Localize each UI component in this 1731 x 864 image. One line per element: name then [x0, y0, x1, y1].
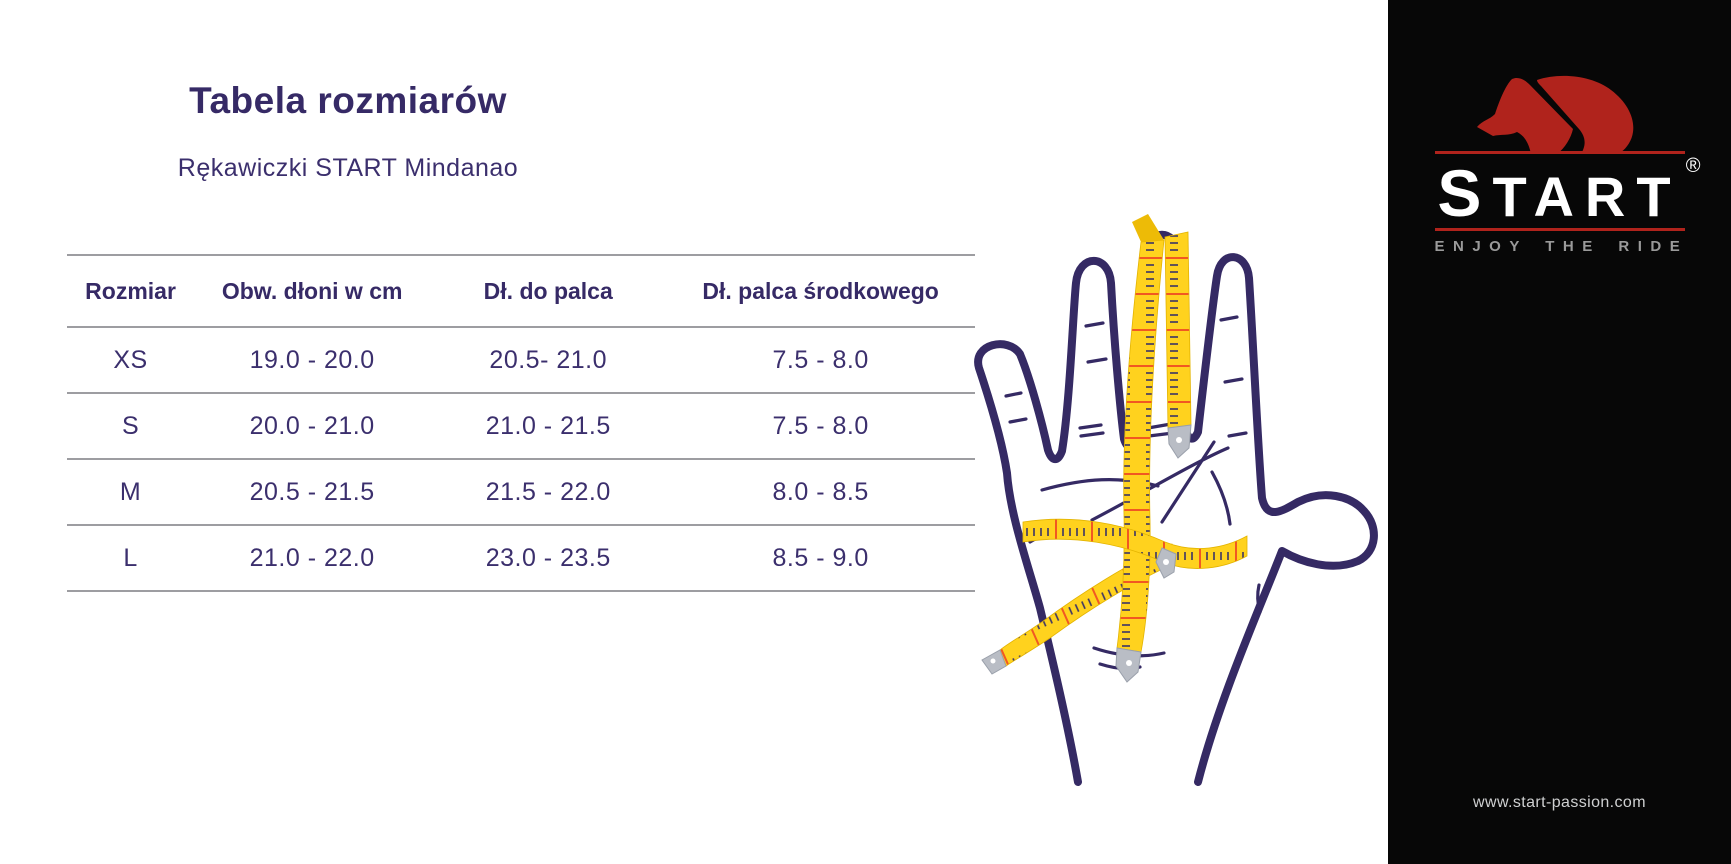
logo-rule-top: [1434, 151, 1685, 154]
cell-dl-do-palca: 20.5- 21.0: [430, 327, 667, 394]
registered-trademark: ®: [1685, 155, 1701, 177]
cell-dl-do-palca: 21.0 - 21.5: [430, 393, 667, 460]
wordmark-rest: TART: [1492, 165, 1682, 228]
measuring-tape-wrap: [1022, 518, 1248, 569]
brand-panel: START ® ENJOY THE RIDE www.start-passion…: [1388, 0, 1731, 864]
cell-obwod: 21.0 - 22.0: [194, 525, 431, 592]
cell-size: L: [67, 525, 195, 592]
horse-logo-icon: [1476, 75, 1643, 154]
start-wordmark: START ®: [1435, 154, 1700, 230]
tape-fold-tip: [1132, 214, 1164, 242]
cell-dl-palca: 7.5 - 8.0: [666, 393, 975, 460]
cell-dl-palca: 7.5 - 8.0: [666, 327, 975, 394]
measuring-tape-short: [1164, 231, 1192, 429]
hand-with-measuring-tape-illustration: [880, 190, 1390, 800]
page-title: Tabela rozmiarów: [189, 80, 507, 121]
header-rozmiar: Rozmiar: [67, 254, 195, 328]
cell-size: S: [67, 393, 195, 460]
size-table-header-row: Rozmiar Obw. dłoni w cm Dł. do palca Dł.…: [67, 254, 975, 328]
cell-obwod: 20.5 - 21.5: [194, 459, 431, 526]
table-row-s: S 20.0 - 21.0 21.0 - 21.5 7.5 - 8.0: [67, 393, 975, 460]
cell-dl-do-palca: 21.5 - 22.0: [430, 459, 667, 526]
cell-size: XS: [67, 327, 195, 394]
website-url: www.start-passion.com: [1473, 794, 1646, 811]
wordmark-first-letter: S: [1437, 156, 1493, 230]
cell-obwod: 19.0 - 20.0: [194, 327, 431, 394]
start-logo: START ® ENJOY THE RIDE: [1434, 74, 1701, 255]
table-row-xs: XS 19.0 - 20.0 20.5- 21.0 7.5 - 8.0: [67, 327, 975, 394]
cell-dl-palca: 8.5 - 9.0: [666, 525, 975, 592]
header-obwod-dloni: Obw. dłoni w cm: [194, 254, 431, 328]
heading-block: Tabela rozmiarów Rękawiczki START Mindan…: [90, 0, 606, 183]
logo-rule-bottom: [1434, 228, 1685, 231]
size-table: Rozmiar Obw. dłoni w cm Dł. do palca Dł.…: [67, 254, 975, 592]
header-dl-palca-srodkowego: Dł. palca środkowego: [666, 254, 975, 328]
cell-dl-palca: 8.0 - 8.5: [666, 459, 975, 526]
table-row-m: M 20.5 - 21.5 21.5 - 22.0 8.0 - 8.5: [67, 459, 975, 526]
cell-obwod: 20.0 - 21.0: [194, 393, 431, 460]
page-subtitle: Rękawiczki START Mindanao: [177, 154, 519, 182]
table-row-l: L 21.0 - 22.0 23.0 - 23.5 8.5 - 9.0: [67, 525, 975, 592]
cell-dl-do-palca: 23.0 - 23.5: [430, 525, 667, 592]
brand-tagline: ENJOY THE RIDE: [1434, 238, 1689, 255]
header-dl-do-palca: Dł. do palca: [430, 254, 667, 328]
cell-size: M: [67, 459, 195, 526]
